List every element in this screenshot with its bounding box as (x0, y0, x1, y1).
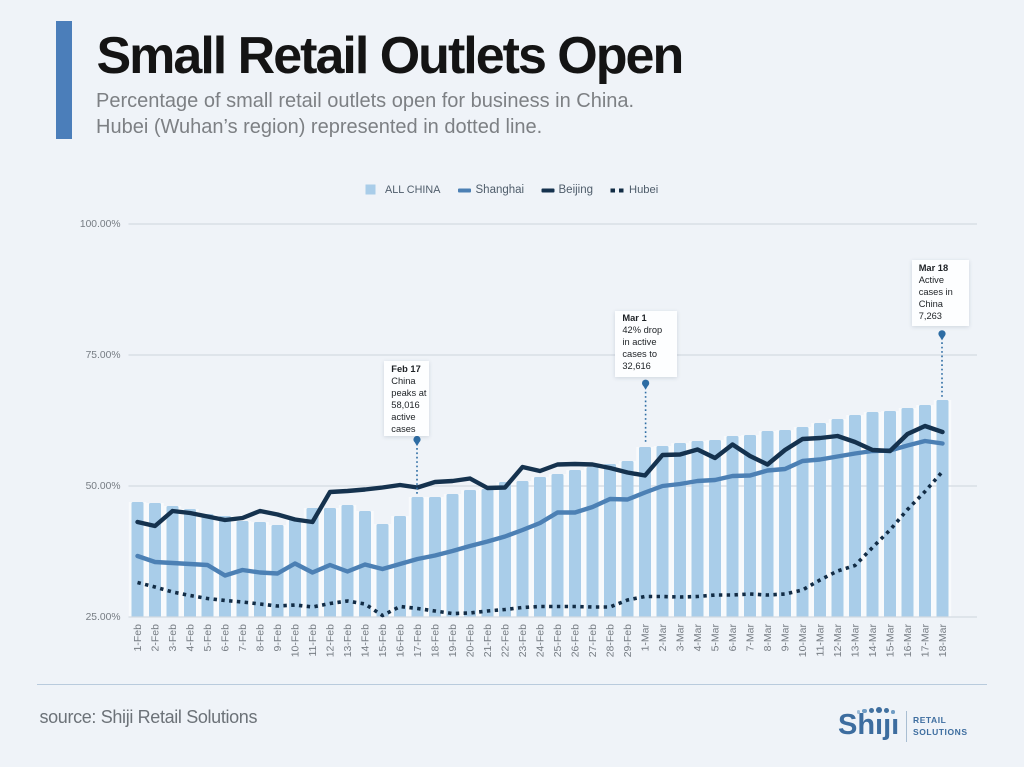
svg-text:14-Feb: 14-Feb (360, 624, 372, 657)
svg-text:11-Mar: 11-Mar (815, 624, 827, 657)
svg-text:4-Feb: 4-Feb (185, 624, 197, 652)
svg-text:3-Mar: 3-Mar (675, 623, 687, 651)
svg-text:26-Feb: 26-Feb (570, 624, 582, 657)
svg-text:29-Feb: 29-Feb (622, 624, 634, 657)
svg-text:18-Feb: 18-Feb (430, 624, 442, 657)
svg-text:17-Feb: 17-Feb (412, 624, 424, 657)
svg-text:19-Feb: 19-Feb (447, 624, 459, 657)
svg-text:23-Feb: 23-Feb (517, 624, 529, 657)
svg-text:8-Feb: 8-Feb (255, 624, 267, 652)
svg-text:17-Mar: 17-Mar (920, 624, 932, 658)
svg-text:12-Feb: 12-Feb (325, 624, 337, 657)
svg-text:1-Mar: 1-Mar (640, 623, 652, 651)
svg-text:5-Feb: 5-Feb (202, 624, 214, 652)
svg-text:6-Feb: 6-Feb (220, 624, 232, 652)
svg-text:2-Feb: 2-Feb (150, 624, 162, 652)
svg-text:10-Feb: 10-Feb (290, 624, 302, 657)
svg-text:Hubei: Hubei (629, 184, 658, 196)
svg-text:ALL CHINA: ALL CHINA (385, 184, 441, 196)
svg-text:21-Feb: 21-Feb (482, 624, 494, 657)
svg-text:24-Feb: 24-Feb (535, 624, 547, 657)
svg-text:12-Mar: 12-Mar (832, 624, 844, 658)
svg-text:18-Mar: 18-Mar (937, 624, 949, 658)
svg-text:9-Mar: 9-Mar (780, 623, 792, 651)
svg-text:20-Feb: 20-Feb (465, 624, 477, 657)
svg-text:15-Feb: 15-Feb (377, 624, 389, 657)
svg-text:13-Feb: 13-Feb (342, 624, 354, 657)
svg-text:25-Feb: 25-Feb (552, 624, 564, 657)
svg-text:25.00%: 25.00% (86, 612, 121, 623)
svg-text:27-Feb: 27-Feb (587, 624, 599, 657)
svg-text:50.00%: 50.00% (86, 481, 121, 492)
svg-text:13-Mar: 13-Mar (850, 624, 862, 658)
svg-text:4-Mar: 4-Mar (692, 623, 704, 651)
svg-text:100.00%: 100.00% (80, 219, 121, 230)
svg-text:15-Mar: 15-Mar (885, 624, 897, 658)
svg-text:Beijing: Beijing (559, 184, 594, 196)
svg-text:9-Feb: 9-Feb (272, 624, 284, 652)
svg-text:16-Mar: 16-Mar (902, 624, 914, 658)
svg-text:10-Mar: 10-Mar (797, 624, 809, 658)
svg-text:6-Mar: 6-Mar (727, 623, 739, 651)
svg-text:8-Mar: 8-Mar (762, 623, 774, 651)
svg-text:28-Feb: 28-Feb (605, 624, 617, 657)
svg-text:16-Feb: 16-Feb (395, 624, 407, 657)
svg-text:2-Mar: 2-Mar (657, 623, 669, 651)
svg-text:75.00%: 75.00% (86, 350, 121, 361)
svg-text:Shanghai: Shanghai (476, 184, 525, 196)
svg-text:14-Mar: 14-Mar (867, 624, 879, 658)
svg-text:7-Mar: 7-Mar (745, 623, 757, 651)
svg-text:22-Feb: 22-Feb (500, 624, 512, 657)
svg-text:7-Feb: 7-Feb (237, 624, 249, 652)
svg-text:11-Feb: 11-Feb (307, 624, 319, 657)
svg-text:3-Feb: 3-Feb (167, 624, 179, 652)
svg-text:1-Feb: 1-Feb (132, 624, 144, 652)
svg-text:5-Mar: 5-Mar (710, 623, 722, 651)
